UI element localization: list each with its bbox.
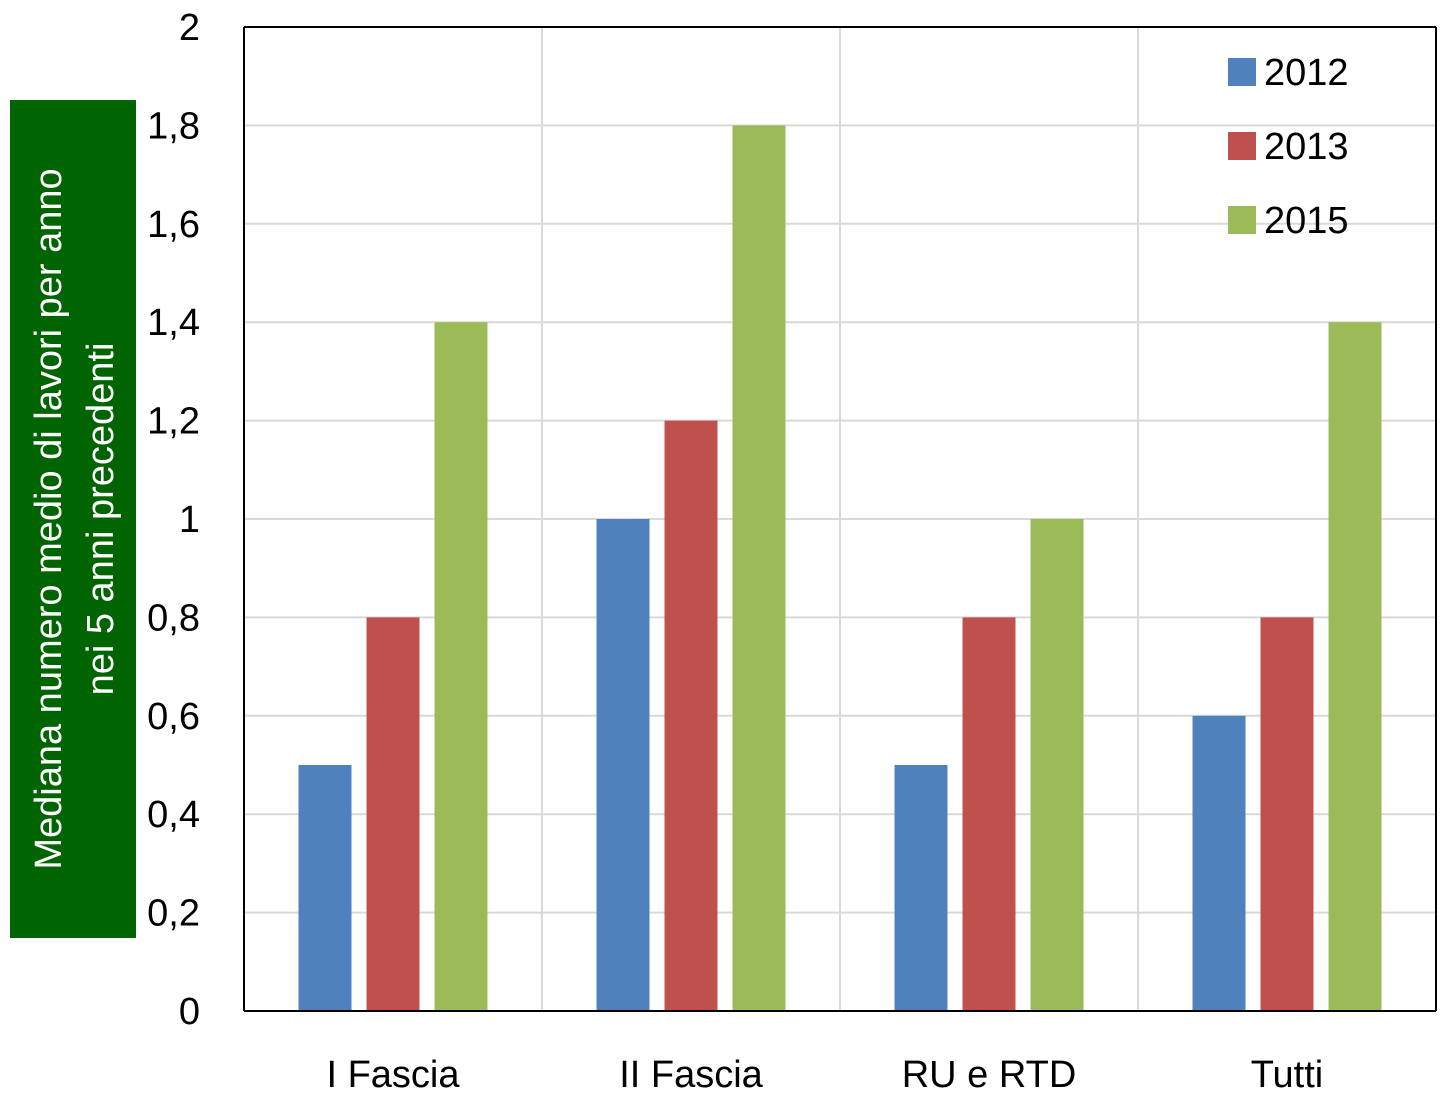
y-axis-title: Mediana numero medio di lavori per anno … <box>28 168 122 869</box>
y-tick-label: 1,4 <box>147 302 200 344</box>
y-tick-label: 1,2 <box>147 401 200 443</box>
legend-swatch-2015 <box>1228 206 1256 234</box>
bar-2012-ru-e-rtd <box>894 765 948 1011</box>
ylabel-background <box>10 100 136 938</box>
x-category-label: Tutti <box>1251 1054 1324 1095</box>
bar-2012-ii-fascia <box>596 519 650 1011</box>
legend-swatch-2013 <box>1228 132 1256 160</box>
y-tick-label: 2 <box>179 7 200 49</box>
bar-2013-tutti <box>1260 617 1314 1011</box>
category-labels: I Fascia II Fascia RU e RTD Tutti <box>326 1054 1323 1095</box>
legend: 2012 2013 2015 <box>1228 52 1349 242</box>
bar-2015-ii-fascia <box>732 125 786 1011</box>
bars <box>298 125 1382 1012</box>
y-tick-label: 1,8 <box>147 105 200 147</box>
legend-label-2015: 2015 <box>1264 200 1349 242</box>
bar-2012-i-fascia <box>298 765 352 1011</box>
y-tick-label: 1 <box>179 499 200 541</box>
gridlines <box>244 26 1436 1011</box>
legend-label-2013: 2013 <box>1264 126 1349 168</box>
x-category-label: II Fascia <box>619 1054 763 1095</box>
y-tick-labels: 0 0,2 0,4 0,6 0,8 1 1,2 1,4 1,6 1,8 2 <box>147 7 200 1033</box>
bar-2013-ru-e-rtd <box>962 617 1016 1011</box>
legend-label-2012: 2012 <box>1264 52 1349 94</box>
x-category-label: RU e RTD <box>902 1054 1077 1095</box>
y-tick-label: 1,6 <box>147 204 200 246</box>
bar-2015-ru-e-rtd <box>1030 519 1084 1011</box>
y-tick-label: 0,8 <box>147 597 200 639</box>
y-axis-title-line-1: Mediana numero medio di lavori per anno <box>28 168 70 869</box>
y-axis-title-line-2: nei 5 anni precedenti <box>80 343 122 696</box>
y-tick-label: 0,2 <box>147 893 200 935</box>
bar-2013-i-fascia <box>366 617 420 1011</box>
axes <box>243 26 1437 1012</box>
legend-swatch-2012 <box>1228 58 1256 86</box>
bar-2012-tutti <box>1192 715 1246 1011</box>
y-tick-label: 0,6 <box>147 696 200 738</box>
x-category-label: I Fascia <box>326 1054 460 1095</box>
bar-2015-i-fascia <box>434 322 488 1011</box>
y-tick-label: 0 <box>179 991 200 1033</box>
y-tick-label: 0,4 <box>147 794 200 836</box>
bar-2013-ii-fascia <box>664 420 718 1012</box>
bar-2015-tutti <box>1328 322 1382 1011</box>
